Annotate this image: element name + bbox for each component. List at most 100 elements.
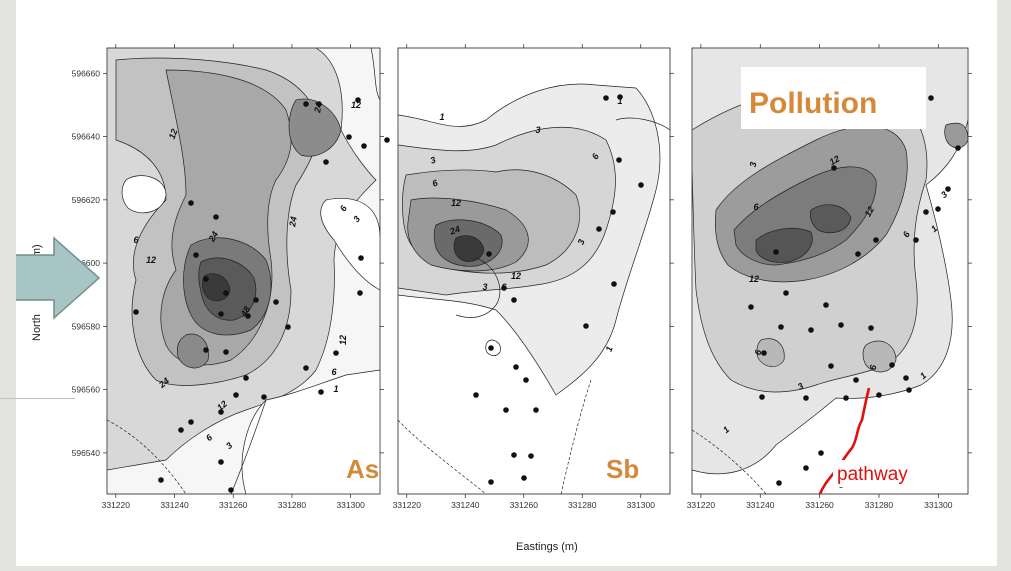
sample-point <box>783 290 789 296</box>
sample-point <box>759 394 765 400</box>
x-tick-label: 331220 <box>393 500 422 510</box>
sample-point <box>188 200 194 206</box>
panel-third: 3 6 12 6 6 3 1 1 12 12 6 3 1 331220 331240 331260 33128… <box>687 44 969 510</box>
pathway-label: pathway <box>837 464 908 485</box>
sample-points-as <box>133 97 390 493</box>
sample-point <box>853 377 859 383</box>
sample-point <box>503 407 509 413</box>
y-tick-label: 596640 <box>72 132 101 142</box>
x-tick-label: 331280 <box>865 500 894 510</box>
sample-point <box>513 364 519 370</box>
sample-point <box>818 450 824 456</box>
sample-point <box>638 182 644 188</box>
element-label-sb: Sb <box>606 454 639 484</box>
x-tick-label: 331300 <box>627 500 656 510</box>
sample-point <box>803 395 809 401</box>
contour-level-label: 1 <box>721 424 731 435</box>
sample-point <box>773 249 779 255</box>
sample-point <box>923 209 929 215</box>
contour-level-label: 12 <box>451 198 461 208</box>
sample-point <box>228 487 234 493</box>
sample-point <box>346 134 352 140</box>
contour-level-label: 3 <box>429 155 437 166</box>
contour-level-label: 1 <box>604 345 615 353</box>
contour-labels-third: 3 6 12 6 6 3 1 1 12 12 6 3 1 <box>721 154 949 436</box>
pathway-label-box <box>833 460 957 487</box>
element-label-as: As <box>346 454 379 484</box>
contour-level-label: 12 <box>828 154 842 168</box>
contour-level-label: 3 <box>482 282 487 292</box>
sample-point <box>521 475 527 481</box>
contour-level-label: 3 <box>796 381 805 392</box>
sample-point <box>218 459 224 465</box>
sample-point <box>748 304 754 310</box>
y-tick-label: 596620 <box>72 195 101 205</box>
x-ticks-as: 331220 331240 331260 331280 331300 <box>102 44 365 510</box>
sample-point <box>803 465 809 471</box>
pathway-line <box>818 387 871 495</box>
contour-level-label: 12 <box>338 335 348 345</box>
sample-point <box>596 226 602 232</box>
sample-point <box>616 157 622 163</box>
contour-level-label: 1 <box>439 112 444 122</box>
sample-point <box>133 309 139 315</box>
sample-point <box>610 209 616 215</box>
slide-divider <box>0 398 75 399</box>
x-tick-label: 331240 <box>746 500 775 510</box>
y-axis-ticks: 596660 596640 596620 596600 596580 596560 5965… <box>72 68 972 458</box>
x-tick-label: 331280 <box>568 500 597 510</box>
sample-point <box>617 94 623 100</box>
sample-point <box>303 101 309 107</box>
x-tick-label: 331260 <box>510 500 539 510</box>
contour-level-label: 12 <box>146 255 156 265</box>
y-tick-label: 596600 <box>72 258 101 268</box>
sample-point <box>843 395 849 401</box>
sample-point <box>776 480 782 486</box>
sample-point <box>203 276 209 282</box>
sample-point <box>233 392 239 398</box>
sample-point <box>868 325 874 331</box>
sample-point <box>261 394 267 400</box>
sample-point <box>828 363 834 369</box>
sample-point <box>361 143 367 149</box>
contour-level-label: 12 <box>351 100 361 110</box>
sample-point <box>838 322 844 328</box>
contour-level-label: 6 <box>901 229 913 239</box>
sample-point <box>583 323 589 329</box>
sample-point <box>511 297 517 303</box>
x-tick-label: 331300 <box>924 500 953 510</box>
sample-point <box>823 302 829 308</box>
y-tick-label: 596540 <box>72 448 101 458</box>
sample-point <box>213 214 219 220</box>
sample-point <box>778 324 784 330</box>
pollution-label: Pollution <box>749 87 877 120</box>
contour-level-label: 1 <box>929 223 939 234</box>
sample-point <box>303 365 309 371</box>
contour-level-label: 3 <box>939 189 949 200</box>
arrow-shape <box>0 236 101 320</box>
contour-level-label: 3 <box>535 125 540 135</box>
sample-point <box>873 237 879 243</box>
sample-point <box>316 101 322 107</box>
sample-point <box>808 327 814 333</box>
contour-level-label: 6 <box>431 177 440 188</box>
sample-point <box>889 362 895 368</box>
sample-point <box>928 95 934 101</box>
x-ticks-third: 331220 331240 331260 331280 331300 <box>687 44 953 510</box>
sample-point <box>193 252 199 258</box>
x-axis-label: Eastings (m) <box>516 541 578 553</box>
sample-point <box>358 255 364 261</box>
sample-point <box>488 345 494 351</box>
contour-level-label: 24 <box>206 230 220 245</box>
sample-point <box>285 324 291 330</box>
sample-point <box>533 407 539 413</box>
sample-point <box>318 389 324 395</box>
sample-point <box>935 206 941 212</box>
x-tick-label: 331260 <box>805 500 834 510</box>
pollution-label-box <box>741 67 926 129</box>
contour-level-label: 12 <box>215 399 229 413</box>
sample-point <box>611 281 617 287</box>
sample-point <box>501 285 507 291</box>
sample-point <box>473 392 479 398</box>
sample-point <box>831 165 837 171</box>
